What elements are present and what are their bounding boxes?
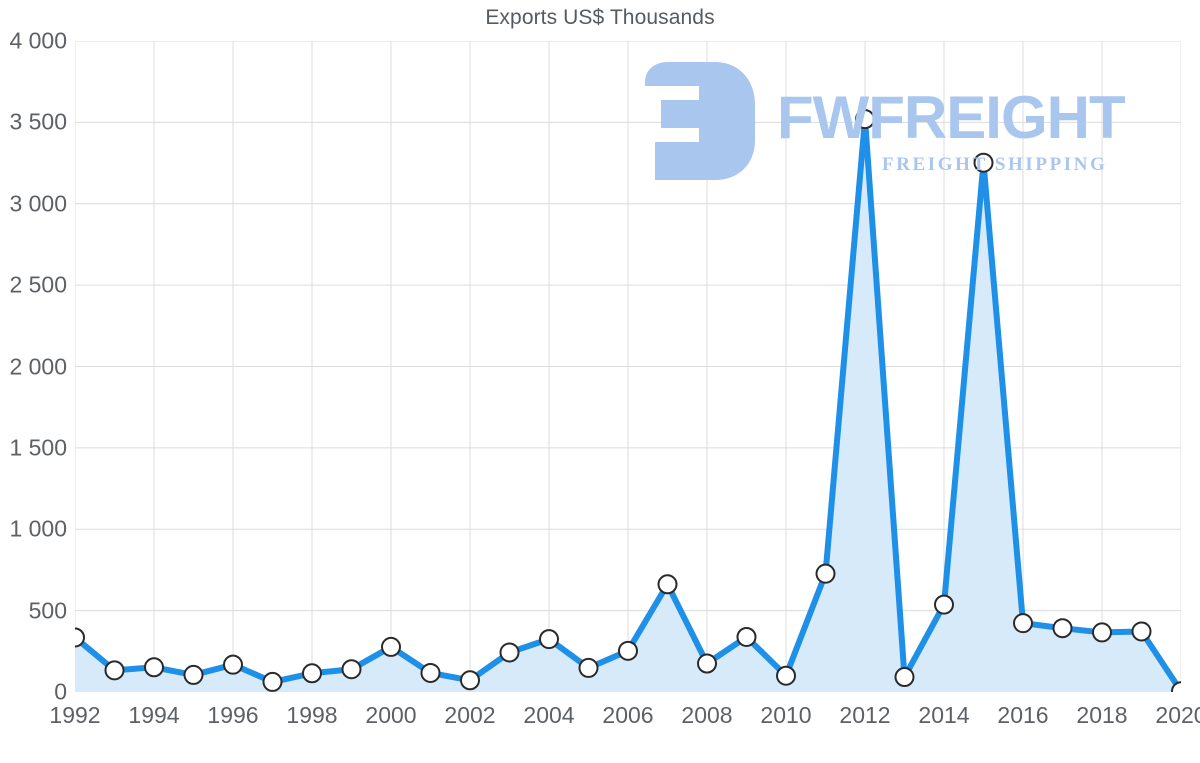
x-axis-tick-label: 2012	[839, 702, 891, 728]
data-point-marker[interactable]	[499, 642, 520, 663]
x-axis-tick-label: 1996	[207, 702, 259, 728]
x-axis-tick-label: 2000	[365, 702, 417, 728]
x-axis-tick-label: 2018	[1076, 702, 1128, 728]
y-axis-tick-label: 4 000	[9, 27, 67, 54]
series-area-fill	[75, 119, 1181, 692]
data-point-marker[interactable]	[341, 659, 362, 680]
data-point-marker[interactable]	[815, 563, 836, 584]
data-point-markers	[75, 109, 1181, 692]
x-axis-tick-label: 2008	[681, 702, 733, 728]
data-point-marker[interactable]	[578, 657, 599, 678]
plot-area	[75, 41, 1181, 692]
y-axis-tick-label: 1 000	[9, 515, 67, 542]
data-point-marker[interactable]	[1013, 613, 1033, 634]
data-point-marker[interactable]	[1052, 618, 1073, 639]
data-point-marker[interactable]	[855, 109, 875, 130]
y-axis-tick-label: 0	[54, 678, 67, 705]
x-axis-tick-label: 2002	[444, 702, 496, 728]
data-point-marker[interactable]	[104, 660, 125, 681]
y-axis-tick-label: 2 000	[9, 353, 67, 379]
data-point-marker[interactable]	[736, 626, 757, 647]
data-point-marker[interactable]	[697, 653, 717, 674]
data-point-marker[interactable]	[183, 664, 204, 685]
page-title: Exports US$ Thousands	[485, 6, 715, 29]
x-axis-tick-label: 2006	[602, 702, 654, 728]
y-axis-tick-label: 3 500	[9, 108, 67, 135]
data-point-marker[interactable]	[657, 574, 678, 595]
data-point-marker[interactable]	[894, 667, 915, 688]
data-point-marker[interactable]	[1131, 621, 1152, 642]
data-point-marker[interactable]	[262, 671, 283, 692]
x-axis-tick-label: 2020	[1155, 702, 1200, 728]
data-point-marker[interactable]	[776, 665, 796, 686]
y-axis-tick-label: 2 500	[9, 271, 67, 298]
data-point-marker[interactable]	[144, 657, 164, 678]
data-point-marker[interactable]	[539, 629, 559, 650]
data-point-marker[interactable]	[460, 670, 480, 691]
x-axis-tick-label: 1998	[286, 702, 338, 728]
x-axis-tick-label: 2014	[918, 702, 970, 728]
data-point-marker[interactable]	[223, 654, 243, 675]
x-axis-tick-label: 2016	[997, 702, 1049, 728]
data-point-marker[interactable]	[302, 663, 322, 684]
x-axis-tick-label: 2004	[523, 702, 575, 728]
x-axis-tick-label: 2010	[760, 702, 812, 728]
area-chart	[75, 41, 1181, 692]
y-axis-tick-label: 3 000	[9, 190, 67, 217]
data-point-marker[interactable]	[1092, 622, 1112, 643]
grid-lines	[75, 41, 1181, 692]
data-point-marker[interactable]	[420, 662, 441, 683]
y-axis-tick-label: 500	[28, 597, 67, 624]
data-point-marker[interactable]	[973, 152, 994, 173]
y-axis-tick-label: 1 500	[9, 434, 67, 461]
data-point-marker[interactable]	[1171, 681, 1181, 692]
x-axis-tick-label: 1992	[49, 702, 101, 728]
x-axis-tick-label: 1994	[128, 702, 180, 728]
data-point-marker[interactable]	[934, 594, 954, 615]
data-point-marker[interactable]	[75, 627, 85, 648]
data-point-marker[interactable]	[381, 636, 401, 657]
data-point-marker[interactable]	[618, 640, 638, 661]
